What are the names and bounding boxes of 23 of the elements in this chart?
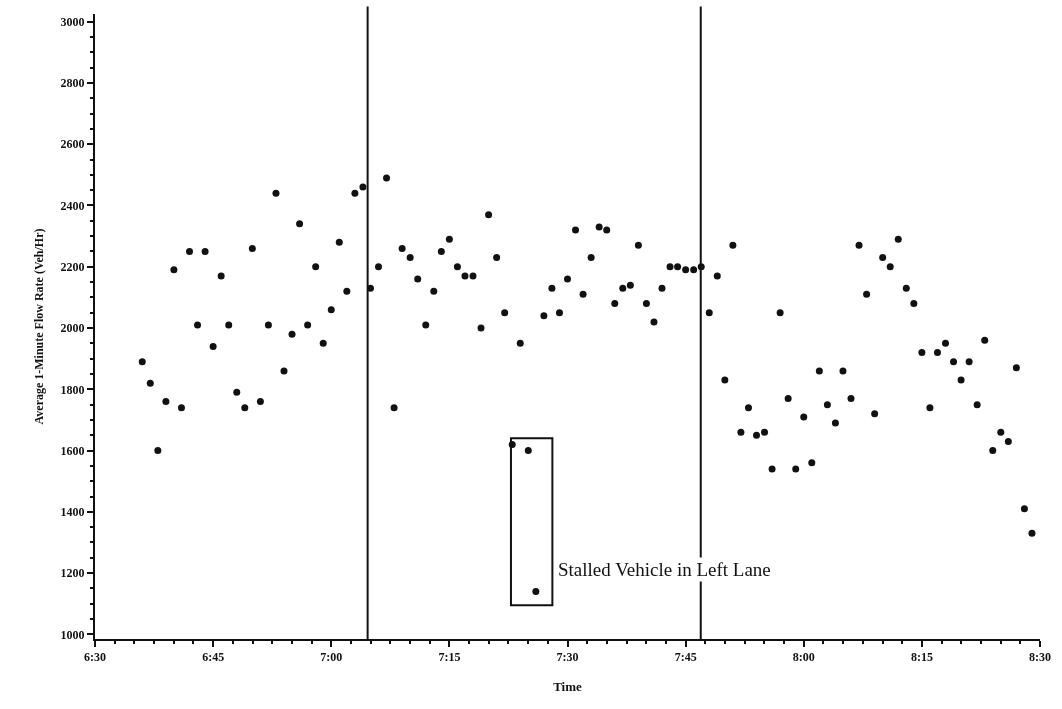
x-tick-label: 8:00	[792, 650, 815, 665]
y-tick-label: 1600	[60, 443, 85, 458]
x-axis-title: Time	[553, 678, 583, 694]
annotation: Stalled Vehicle in Left Lane	[558, 559, 771, 580]
y-tick-label: 1000	[60, 627, 85, 642]
x-tick-label: 7:15	[438, 650, 461, 665]
y-tick-label: 2600	[60, 137, 85, 152]
y-tick-label: 2400	[60, 198, 85, 213]
x-tick-label: 7:30	[556, 650, 579, 665]
y-tick-label: 1200	[60, 566, 85, 581]
y-tick-label: 1800	[60, 382, 85, 397]
y-tick-label: 1400	[60, 505, 85, 520]
x-tick-label: 7:00	[320, 650, 343, 665]
x-tick-label: 8:15	[910, 650, 933, 665]
y-tick-label: 2000	[60, 321, 85, 336]
x-tick-label: 6:45	[202, 650, 225, 665]
x-tick-label: 8:30	[1029, 650, 1051, 665]
x-tick-label: 6:30	[84, 650, 106, 665]
y-axis-title: Average 1-Minute Flow Rate (Veh/Hr)	[32, 228, 47, 425]
x-tick-label: 7:45	[674, 650, 697, 665]
y-tick-label: 2800	[60, 76, 85, 91]
y-tick-label: 2200	[60, 259, 85, 274]
y-tick-label: 3000	[60, 14, 85, 29]
